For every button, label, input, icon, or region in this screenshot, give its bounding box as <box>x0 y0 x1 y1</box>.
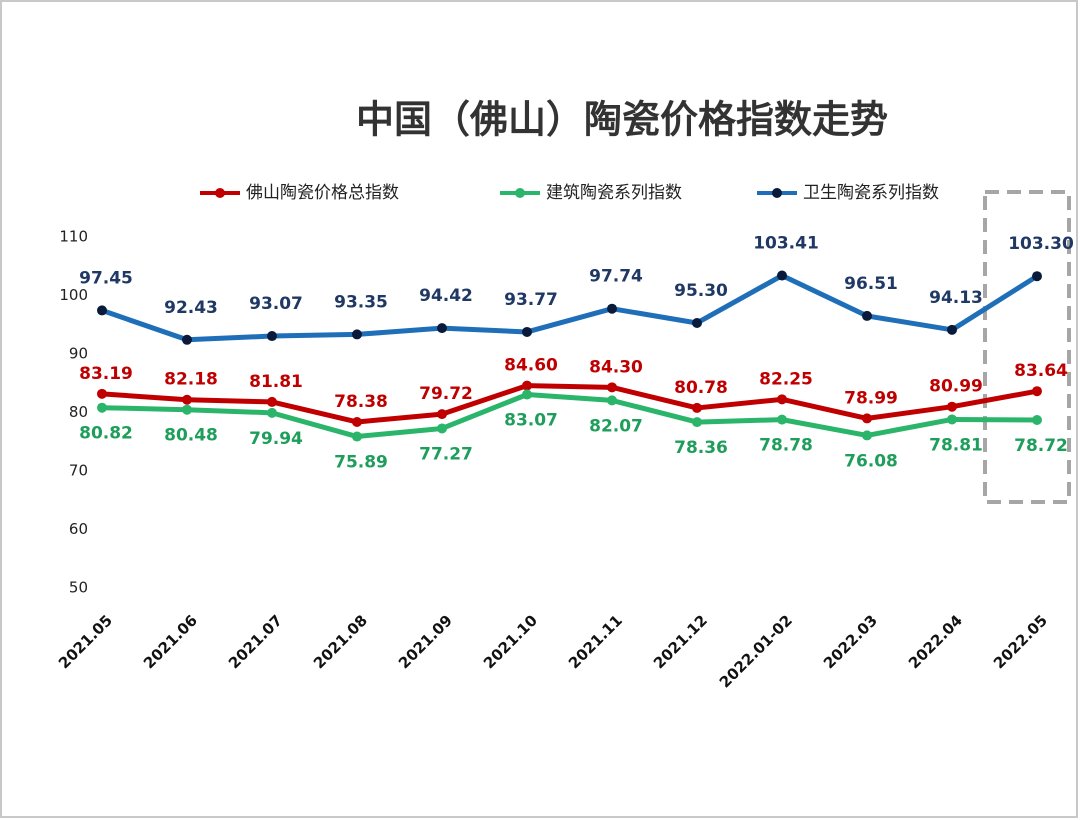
y-tick-label: 110 <box>59 228 88 246</box>
y-tick-label: 60 <box>69 520 88 538</box>
data-label: 92.43 <box>164 298 218 318</box>
data-point <box>947 324 957 335</box>
data-point <box>777 394 787 405</box>
y-tick-label: 90 <box>69 345 88 363</box>
data-label: 75.89 <box>334 453 388 473</box>
data-label: 77.27 <box>419 444 473 464</box>
data-point <box>692 417 702 428</box>
data-point <box>692 402 702 413</box>
data-label: 96.51 <box>844 274 898 294</box>
data-label: 79.94 <box>249 429 303 449</box>
data-point <box>862 430 872 441</box>
data-point <box>947 414 957 425</box>
data-point <box>97 305 107 316</box>
data-label: 78.78 <box>759 436 813 456</box>
data-point <box>522 380 532 391</box>
data-label: 83.64 <box>1014 361 1068 381</box>
data-point <box>607 395 617 406</box>
data-label: 80.78 <box>674 378 728 398</box>
data-label: 97.74 <box>589 267 643 287</box>
data-point <box>352 416 362 427</box>
legend-label: 建筑陶瓷系列指数 <box>546 183 682 203</box>
data-label: 80.82 <box>79 424 133 444</box>
data-label: 94.13 <box>929 288 983 308</box>
data-point <box>1032 414 1042 425</box>
data-point <box>182 394 192 405</box>
data-point <box>437 323 447 334</box>
data-label: 83.19 <box>79 364 133 384</box>
y-tick-label: 100 <box>59 286 88 304</box>
data-point <box>777 414 787 425</box>
data-label: 79.72 <box>419 384 473 404</box>
series-line <box>101 383 1038 425</box>
data-point <box>607 303 617 314</box>
legend-marker <box>772 188 782 198</box>
data-label: 93.07 <box>249 294 303 314</box>
data-label: 78.72 <box>1014 436 1068 456</box>
data-point <box>182 334 192 345</box>
data-point <box>947 401 957 412</box>
data-label: 78.38 <box>334 392 388 412</box>
data-label: 103.30 <box>1008 234 1074 254</box>
data-label: 83.07 <box>504 411 558 431</box>
data-label: 81.81 <box>249 372 303 392</box>
data-label: 84.30 <box>589 357 643 377</box>
series-line <box>101 273 1039 343</box>
data-label: 78.36 <box>674 438 728 458</box>
data-point <box>267 331 277 342</box>
data-point <box>522 326 532 337</box>
chart-title: 中国（佛山）陶瓷价格指数走势 <box>356 98 888 142</box>
data-label: 78.81 <box>929 435 983 455</box>
legend-marker <box>215 188 225 198</box>
data-point <box>607 382 617 393</box>
data-label: 82.07 <box>589 416 643 436</box>
data-point <box>777 270 787 281</box>
data-label: 93.77 <box>504 290 558 310</box>
data-label: 82.25 <box>759 369 813 389</box>
data-point <box>352 329 362 340</box>
data-label: 95.30 <box>674 281 728 301</box>
data-label: 84.60 <box>504 356 558 376</box>
data-point <box>267 407 277 418</box>
y-tick-label: 70 <box>69 462 88 480</box>
data-label: 82.18 <box>164 370 218 390</box>
data-point <box>97 388 107 399</box>
legend-label: 佛山陶瓷价格总指数 <box>246 183 399 203</box>
data-point <box>1032 271 1042 282</box>
data-point <box>97 402 107 413</box>
data-label: 97.45 <box>79 268 133 288</box>
data-label: 80.99 <box>929 377 983 397</box>
data-point <box>692 317 702 328</box>
data-point <box>1032 386 1042 397</box>
data-point <box>352 431 362 442</box>
data-point <box>437 423 447 434</box>
y-tick-label: 50 <box>69 579 88 597</box>
data-label: 80.48 <box>164 426 218 446</box>
data-point <box>862 310 872 321</box>
data-point <box>182 404 192 415</box>
data-point <box>267 396 277 407</box>
data-label: 93.35 <box>334 292 388 312</box>
series-line <box>101 392 1038 440</box>
data-label: 76.08 <box>844 451 898 471</box>
data-point <box>522 389 532 400</box>
data-label: 94.42 <box>419 286 473 306</box>
data-label: 78.99 <box>844 388 898 408</box>
legend-marker <box>515 188 525 198</box>
y-tick-label: 80 <box>69 403 88 421</box>
data-label: 103.41 <box>753 234 819 254</box>
data-point <box>862 413 872 424</box>
data-point <box>437 409 447 420</box>
legend-label: 卫生陶瓷系列指数 <box>803 183 939 203</box>
